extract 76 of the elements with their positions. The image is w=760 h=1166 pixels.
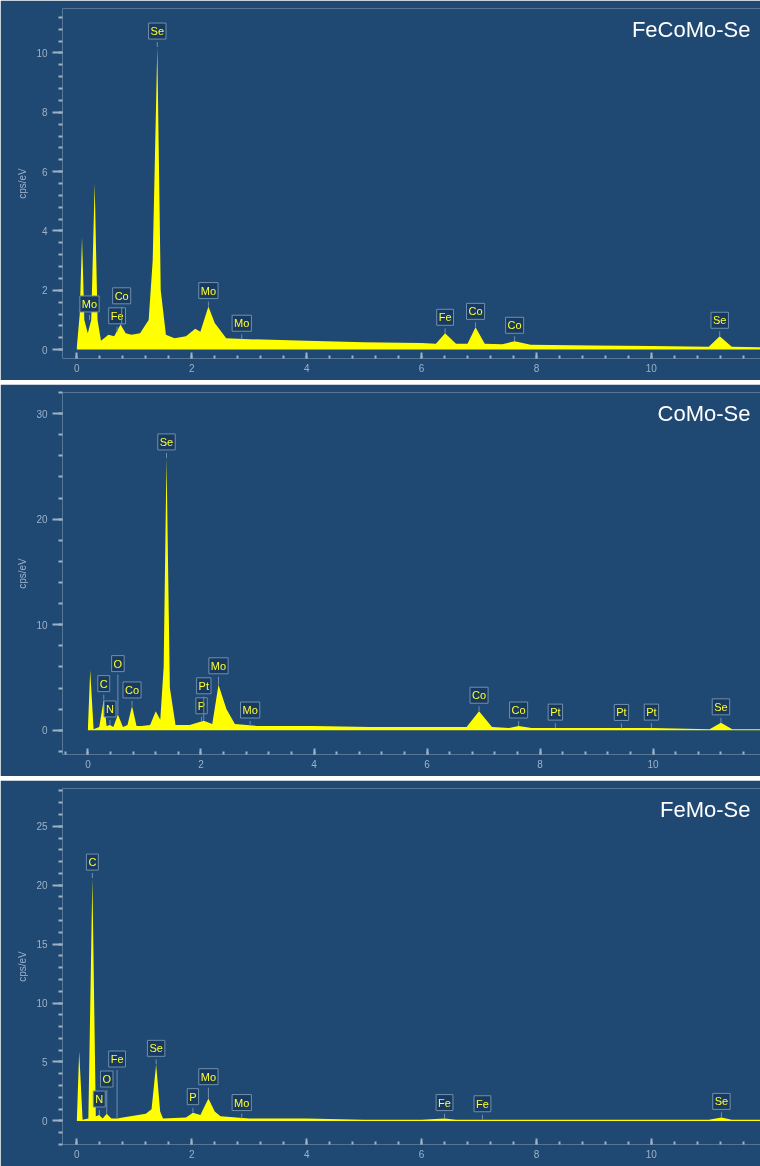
x-tick-label: 8: [537, 758, 544, 770]
x-tick-label: 2: [188, 362, 195, 374]
annotation: Co: [472, 689, 487, 702]
annotation: Pt: [550, 706, 561, 719]
annotation: Co: [114, 289, 129, 302]
x-tick-label: 4: [311, 758, 318, 770]
x-tick-label: 0: [74, 1148, 81, 1160]
chart-title: FeCoMo-Se: [631, 16, 751, 42]
annotation: P: [197, 699, 206, 712]
annotation: Se: [150, 25, 165, 38]
annotation: Se: [714, 1095, 729, 1108]
annotation: Se: [149, 1042, 163, 1055]
annotation: C: [99, 677, 108, 690]
annotation: Pt: [198, 679, 210, 692]
y-tick-label: 5: [41, 1056, 48, 1068]
annotation: O: [113, 657, 123, 670]
x-tick-label: 10: [645, 362, 658, 374]
y-tick-label: 8: [41, 107, 48, 119]
x-tick-label: 6: [424, 758, 431, 770]
x-tick-label: 6: [418, 362, 425, 374]
annotation: Mo: [234, 1096, 250, 1109]
y-tick-label: 4: [41, 225, 48, 237]
annotation: P: [189, 1090, 197, 1103]
x-tick-label: 0: [74, 362, 81, 374]
annotation: Co: [507, 319, 522, 332]
y-tick-label: 20: [36, 880, 48, 892]
y-tick-label: 2: [41, 285, 48, 297]
annotation: Se: [712, 314, 727, 327]
annotation: Fe: [438, 311, 452, 324]
annotation: Mo: [81, 297, 98, 310]
x-tick-label: 6: [418, 1148, 425, 1160]
annotation: Co: [124, 683, 140, 696]
x-tick-label: 10: [647, 758, 660, 770]
x-tick-label: 10: [645, 1148, 658, 1160]
annotation: Fe: [110, 309, 124, 322]
annotation: Fe: [438, 1096, 451, 1109]
y-tick-label: 0: [41, 344, 48, 356]
annotation: Mo: [200, 1070, 217, 1083]
annotation: Se: [159, 435, 174, 448]
annotation: O: [102, 1073, 112, 1086]
x-tick-label: 0: [85, 758, 92, 770]
y-tick-label: 6: [41, 166, 48, 178]
annotation: N: [106, 702, 114, 715]
annotation: Pt: [616, 706, 627, 719]
annotation: Pt: [646, 706, 657, 719]
y-tick-label: 25: [36, 821, 48, 833]
annotation: Mo: [242, 704, 258, 716]
chart-title: FeMo-Se: [660, 796, 751, 822]
x-tick-label: 8: [533, 1148, 540, 1160]
y-tick-label: 10: [36, 619, 48, 631]
y-axis-title: cps/eV: [17, 950, 29, 982]
x-tick-label: 4: [303, 362, 310, 374]
annotation: C: [88, 856, 97, 869]
y-tick-label: 30: [36, 408, 48, 420]
annotation: Mo: [200, 284, 217, 297]
y-tick-label: 20: [36, 514, 48, 526]
y-axis-title: cps/eV: [17, 557, 29, 589]
y-tick-label: 0: [41, 725, 48, 737]
annotation: Co: [511, 704, 526, 716]
annotation: Fe: [110, 1053, 124, 1066]
x-tick-label: 2: [188, 1148, 195, 1160]
x-tick-label: 8: [533, 362, 540, 374]
annotation: Co: [468, 305, 483, 318]
chart-title: CoMo-Se: [657, 400, 751, 426]
y-tick-label: 10: [36, 998, 48, 1010]
y-axis-title: cps/eV: [17, 167, 29, 199]
annotation: Mo: [234, 317, 250, 330]
x-tick-label: 4: [303, 1148, 310, 1160]
annotation: Mo: [210, 659, 227, 672]
annotation: N: [95, 1093, 104, 1106]
x-tick-label: 2: [198, 758, 205, 770]
annotation: Fe: [476, 1097, 489, 1110]
annotation: Se: [714, 700, 728, 713]
y-tick-label: 10: [36, 47, 48, 59]
y-tick-label: 0: [41, 1115, 48, 1127]
y-tick-label: 15: [36, 939, 48, 951]
